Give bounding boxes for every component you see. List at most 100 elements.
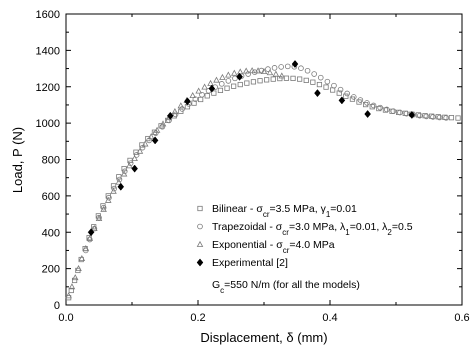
square-point (231, 83, 237, 89)
x-axis-label: Displacement, δ (mm) (200, 330, 327, 345)
triangle-point (153, 126, 161, 133)
triangle-point (104, 196, 112, 203)
diamond-point (236, 72, 243, 81)
triangle-point (65, 292, 72, 299)
series-triangle (65, 67, 286, 299)
square-point (71, 277, 78, 284)
square-point (455, 115, 461, 121)
triangle-point (91, 224, 98, 232)
triangle-point (177, 102, 185, 109)
triangle-point (171, 108, 179, 115)
legend-entry: Trapezoidal - σcr=3.0 MPa, λ1=0.01, λ2=0… (212, 221, 413, 237)
square-point (369, 104, 375, 110)
circle-point (350, 94, 357, 100)
circle-point (337, 86, 344, 93)
y-tick-label: 1000 (36, 118, 60, 130)
circle-point (416, 112, 423, 119)
legend-entry: Exponential - σcr=4.0 MPa (212, 239, 335, 255)
triangle-point (71, 274, 79, 281)
axis-tick-labels: 0.0 0.2 0.4 0.6 0 200 400 600 800 1000 1200 1400 160… (36, 9, 470, 324)
square-point (343, 93, 349, 99)
triangle-point (141, 140, 149, 147)
circle-point (106, 194, 112, 201)
circle-point (436, 114, 443, 121)
circle-point (370, 102, 377, 109)
diamond-point (314, 89, 321, 98)
square-point (237, 81, 243, 88)
square-point (297, 76, 303, 82)
square-point (204, 93, 210, 99)
diamond-point (364, 110, 371, 119)
diamond-point (117, 182, 125, 191)
square-point (68, 287, 74, 294)
x-tick-label: 0.2 (190, 312, 205, 324)
triangle-point (219, 73, 226, 80)
triangle-point (213, 76, 220, 83)
triangle-point (195, 87, 202, 94)
triangle-point (86, 234, 94, 242)
triangle-point (231, 69, 238, 76)
triangle-point (95, 214, 103, 222)
triangle-point (242, 67, 250, 74)
triangle-point (225, 71, 232, 78)
circle-point (304, 67, 311, 74)
triangle-point (189, 92, 196, 99)
circle-point (116, 176, 123, 183)
triangle-point (100, 205, 107, 212)
circle-point (133, 152, 140, 158)
square-point (415, 112, 422, 118)
legend-entry: Bilinear - σcr=3.5 MPa, γ1=0.01 (212, 203, 357, 219)
circle-point (284, 63, 291, 70)
chart-legend: Bilinear - σcr=3.5 MPa, γ1=0.01 Trapezoid… (196, 203, 413, 295)
circle-point (403, 110, 410, 117)
data-series-layer (65, 60, 461, 301)
legend-triangle-marker (196, 240, 204, 247)
legend-note: Gc=550 N/m (for all the models) (212, 279, 360, 295)
circle-point (251, 69, 258, 75)
y-tick-label: 800 (42, 155, 60, 167)
diamond-point (131, 164, 138, 173)
diamond-point (338, 96, 346, 105)
triangle-point (120, 170, 128, 177)
square-point (435, 114, 441, 120)
diamond-point (87, 228, 95, 237)
triangle-point (207, 79, 214, 86)
circle-point (199, 91, 205, 98)
square-point (250, 79, 257, 85)
circle-point (397, 109, 403, 116)
triangle-point (254, 67, 262, 74)
square-point (244, 80, 250, 86)
square-point (422, 113, 428, 119)
square-point (376, 105, 382, 112)
triangle-point (136, 147, 144, 154)
legend-entry: Experimental [2] (212, 257, 288, 269)
y-tick-label: 1400 (36, 45, 60, 57)
circle-point (430, 114, 436, 120)
triangle-point (78, 254, 86, 262)
triangle-point (248, 67, 256, 74)
circle-point (100, 204, 107, 211)
triangle-point (131, 154, 138, 161)
square-point (336, 90, 342, 96)
triangle-point (110, 187, 117, 194)
diamond-point (184, 97, 191, 106)
triangle-point (272, 70, 280, 77)
square-point (310, 79, 316, 85)
y-axis-label: Load, P (N) (10, 127, 25, 193)
triangle-point (278, 72, 286, 79)
square-point (316, 81, 323, 88)
circle-point (111, 185, 117, 192)
square-point (323, 84, 329, 90)
circle-point (218, 81, 225, 87)
square-point (270, 76, 276, 82)
circle-point (159, 123, 166, 130)
square-point (224, 85, 230, 91)
y-tick-label: 600 (42, 191, 60, 203)
diamond-point (208, 84, 216, 93)
circle-point (357, 97, 364, 103)
circle-point (344, 90, 350, 97)
circle-point (278, 64, 284, 70)
square-point (429, 113, 435, 119)
y-tick-label: 0 (54, 300, 60, 312)
axis-ticks (65, 13, 463, 306)
